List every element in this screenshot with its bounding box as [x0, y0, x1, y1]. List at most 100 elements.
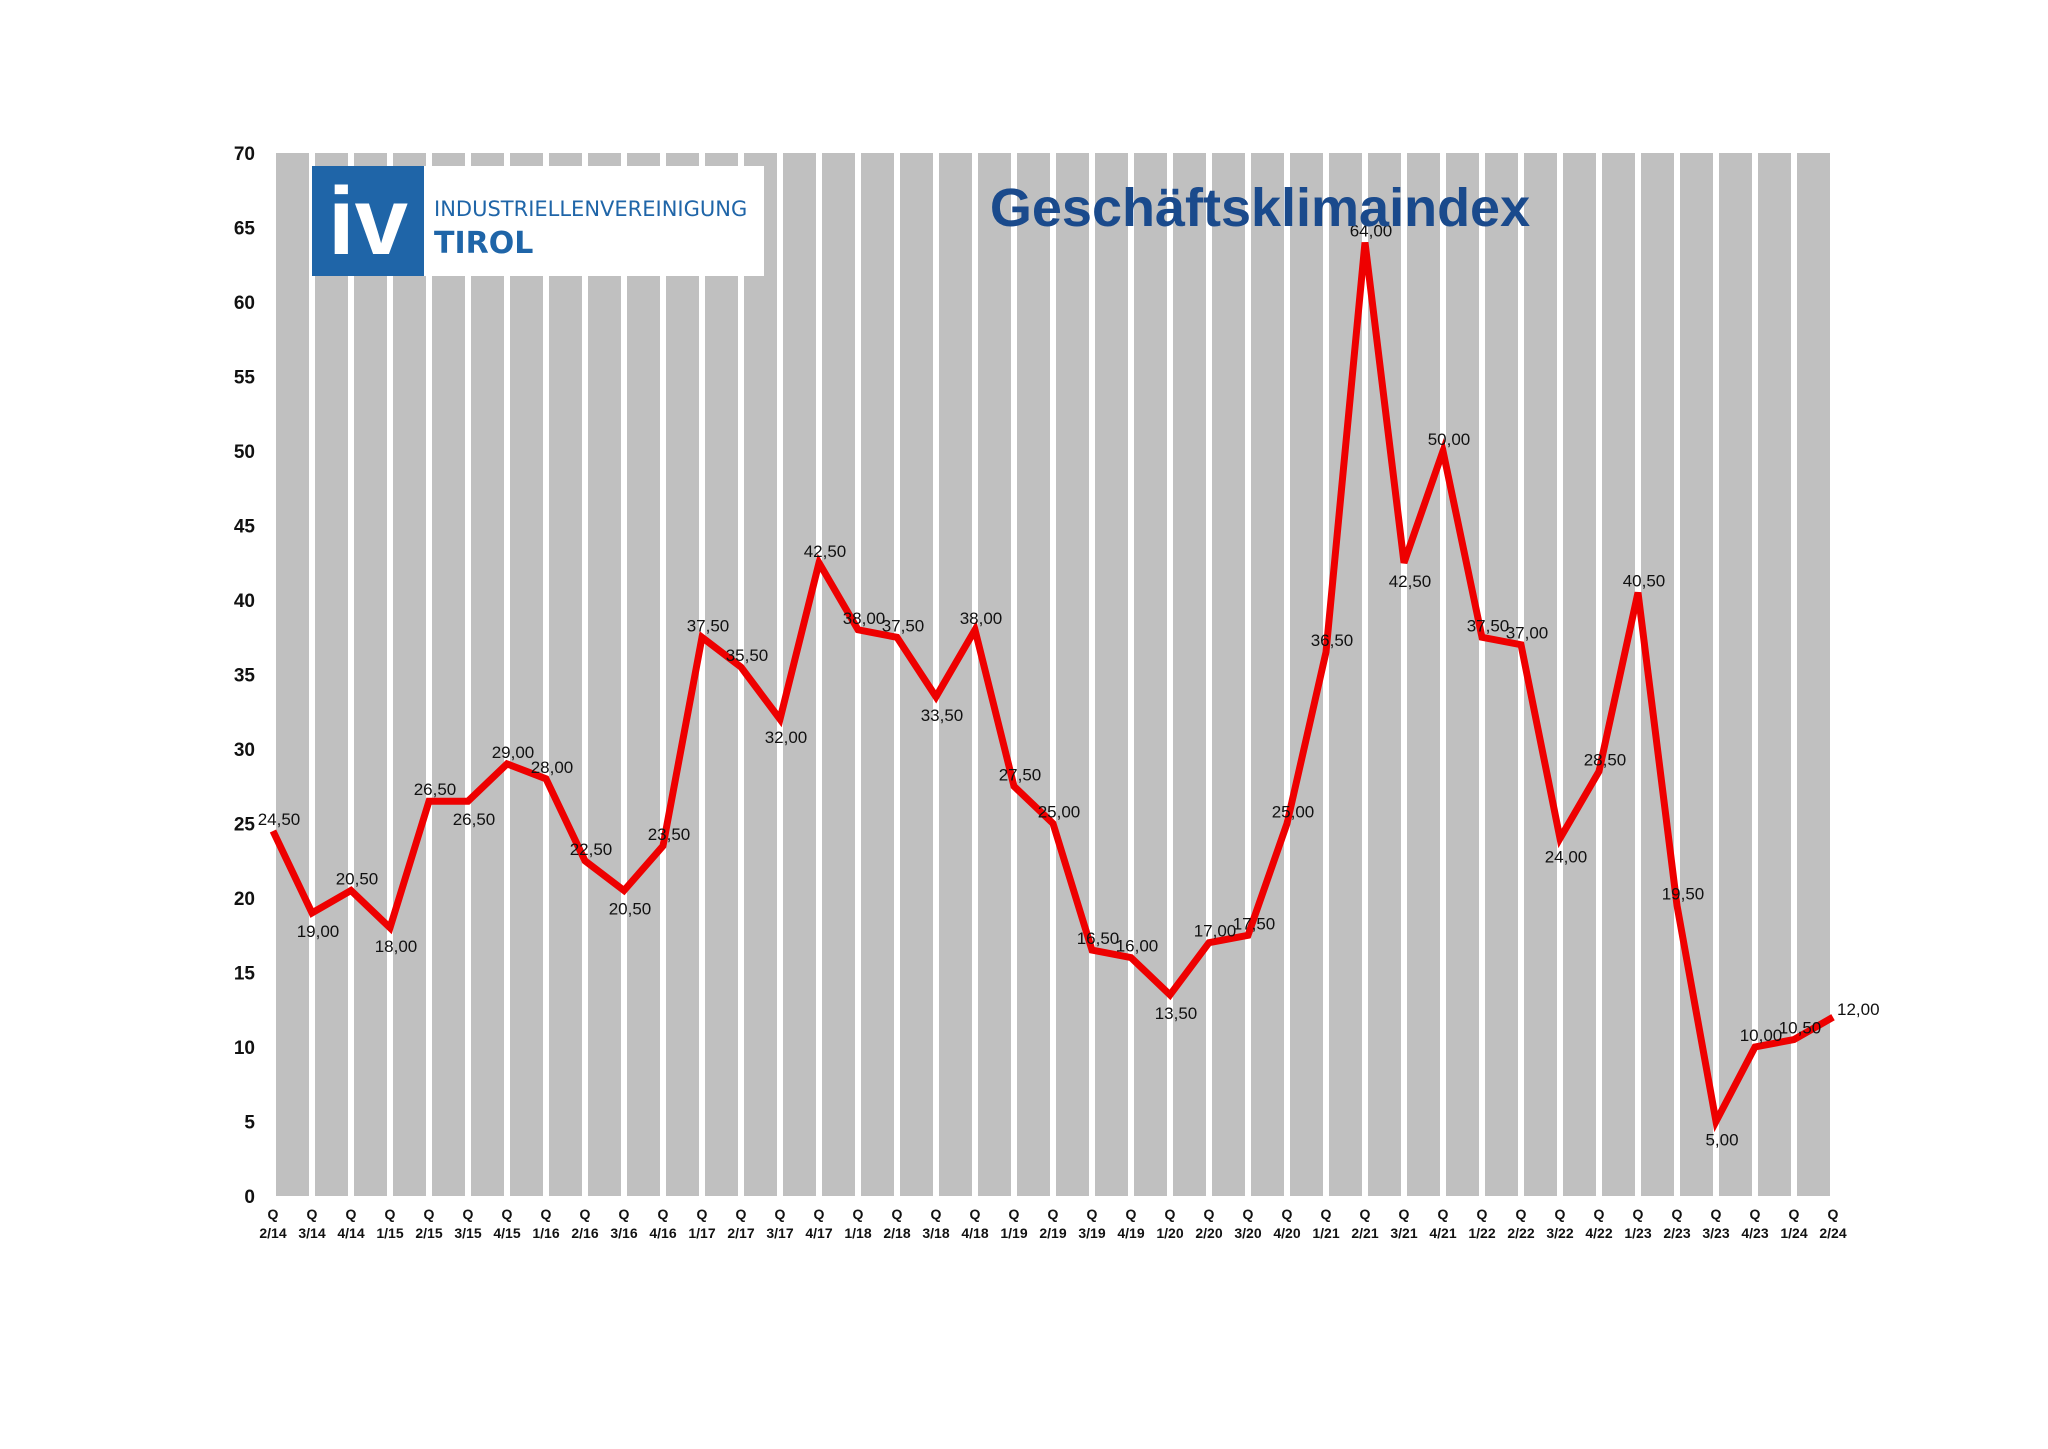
- data-label: 38,00: [960, 609, 1003, 628]
- x-tick-label: Q 3/19: [1078, 1206, 1105, 1241]
- stripe: [1830, 153, 1836, 1196]
- stripe: [504, 153, 510, 1196]
- x-tick-label: Q 1/22: [1468, 1206, 1495, 1241]
- stripe: [1635, 153, 1641, 1196]
- logo-line1: INDUSTRIELLENVEREINIGUNG: [434, 197, 747, 221]
- x-tick-label: Q 4/21: [1429, 1206, 1456, 1241]
- logo-mark-bg: [312, 166, 424, 276]
- data-label: 27,50: [999, 765, 1042, 784]
- stripe: [1167, 153, 1173, 1196]
- x-tick-label: Q 3/16: [610, 1206, 637, 1241]
- data-label: 24,00: [1545, 847, 1588, 866]
- stripe: [387, 153, 393, 1196]
- x-tick-label: Q 2/22: [1507, 1206, 1534, 1241]
- data-label: 23,50: [648, 825, 691, 844]
- y-axis: 0 5 10 15 20 25 30 35 40 45 50 55 60 65 70: [234, 144, 256, 1208]
- data-label: 17,50: [1233, 914, 1276, 933]
- data-label: 13,50: [1155, 1004, 1198, 1023]
- logo-line2: TIROL: [434, 226, 533, 261]
- y-tick-label: 5: [244, 1113, 255, 1134]
- data-label: 37,00: [1506, 624, 1549, 643]
- x-tick-label: Q 3/18: [922, 1206, 949, 1241]
- data-label: 32,00: [765, 728, 808, 747]
- data-labels: 24,50 19,00 20,50 18,00 26,50 26,50 29,0028,00…: [258, 221, 1880, 1149]
- stripe: [465, 153, 471, 1196]
- stripe: [1323, 153, 1329, 1196]
- stripe: [1479, 153, 1485, 1196]
- stripe: [1050, 153, 1056, 1196]
- data-label: 35,50: [726, 646, 769, 665]
- y-tick-label: 25: [234, 815, 256, 836]
- stripe: [1518, 153, 1524, 1196]
- data-label: 10,50: [1779, 1019, 1822, 1038]
- data-label: 25,00: [1272, 803, 1315, 822]
- x-tick-label: Q 3/15: [454, 1206, 481, 1241]
- y-tick-label: 50: [234, 442, 255, 463]
- data-label: 64,00: [1350, 221, 1393, 240]
- data-label: 5,00: [1705, 1131, 1738, 1150]
- x-tick-label: Q 1/19: [1000, 1206, 1027, 1241]
- stripe: [1440, 153, 1446, 1196]
- data-label: 19,00: [297, 922, 340, 941]
- stripe: [1674, 153, 1680, 1196]
- logo: iv INDUSTRIELLENVEREINIGUNG TIROL: [312, 166, 764, 276]
- x-tick-label: Q 4/19: [1117, 1206, 1144, 1241]
- stripe: [855, 153, 861, 1196]
- stripe: [621, 153, 627, 1196]
- data-label: 17,00: [1194, 922, 1237, 941]
- data-label: 28,50: [1584, 750, 1627, 769]
- x-tick-label: Q 1/15: [376, 1206, 403, 1241]
- x-tick-label: Q 2/17: [727, 1206, 754, 1241]
- x-tick-label: Q 2/20: [1195, 1206, 1222, 1241]
- x-tick-label: Q 4/16: [649, 1206, 676, 1241]
- stripe: [1245, 153, 1251, 1196]
- data-label: 22,50: [570, 840, 613, 859]
- y-tick-label: 0: [244, 1187, 255, 1208]
- stripe: [1596, 153, 1602, 1196]
- data-label: 37,50: [882, 616, 925, 635]
- stripe: [1128, 153, 1134, 1196]
- stripe: [309, 153, 315, 1196]
- logo-mark: iv: [328, 168, 408, 275]
- stripe: [738, 153, 744, 1196]
- stripe: [699, 153, 705, 1196]
- stripe: [1752, 153, 1758, 1196]
- x-tick-label: Q 1/21: [1312, 1206, 1339, 1241]
- x-tick-label: Q 1/16: [532, 1206, 559, 1241]
- y-tick-label: 65: [234, 219, 256, 240]
- y-tick-label: 55: [234, 368, 256, 389]
- data-label: 10,00: [1740, 1026, 1783, 1045]
- stripe: [543, 153, 549, 1196]
- data-label: 20,50: [609, 900, 652, 919]
- x-tick-label: Q 1/17: [688, 1206, 715, 1241]
- x-tick-label: Q 2/24: [1819, 1206, 1846, 1241]
- x-tick-label: Q 4/22: [1585, 1206, 1612, 1241]
- data-label: 38,00: [843, 609, 886, 628]
- x-tick-label: Q 2/15: [415, 1206, 442, 1241]
- data-label: 33,50: [921, 706, 964, 725]
- data-label: 42,50: [1389, 572, 1432, 591]
- stripe: [270, 153, 276, 1196]
- x-tick-label: Q 2/19: [1039, 1206, 1066, 1241]
- stripe: [348, 153, 354, 1196]
- stripe: [582, 153, 588, 1196]
- y-tick-label: 15: [234, 964, 256, 985]
- data-label: 37,50: [1467, 616, 1510, 635]
- data-label: 29,00: [492, 743, 535, 762]
- stripe: [660, 153, 666, 1196]
- x-tick-label: Q 1/20: [1156, 1206, 1183, 1241]
- stripe: [894, 153, 900, 1196]
- data-label: 26,50: [453, 810, 496, 829]
- stripe: [816, 153, 822, 1196]
- stripe: [1791, 153, 1797, 1196]
- chart-title: Geschäftsklimaindex: [990, 178, 1530, 238]
- y-tick-label: 20: [234, 889, 255, 910]
- data-label: 37,50: [687, 616, 730, 635]
- stripe: [1401, 153, 1407, 1196]
- stripe: [426, 153, 432, 1196]
- stripes: [270, 153, 1836, 1196]
- stripe: [1362, 153, 1368, 1196]
- x-tick-label: Q 1/24: [1780, 1206, 1807, 1241]
- x-axis: Q 2/14 Q 3/14 Q 4/14 Q 1/15 Q 2/15 Q 3/15 Q 4/15 Q 1/16…: [259, 1206, 1846, 1241]
